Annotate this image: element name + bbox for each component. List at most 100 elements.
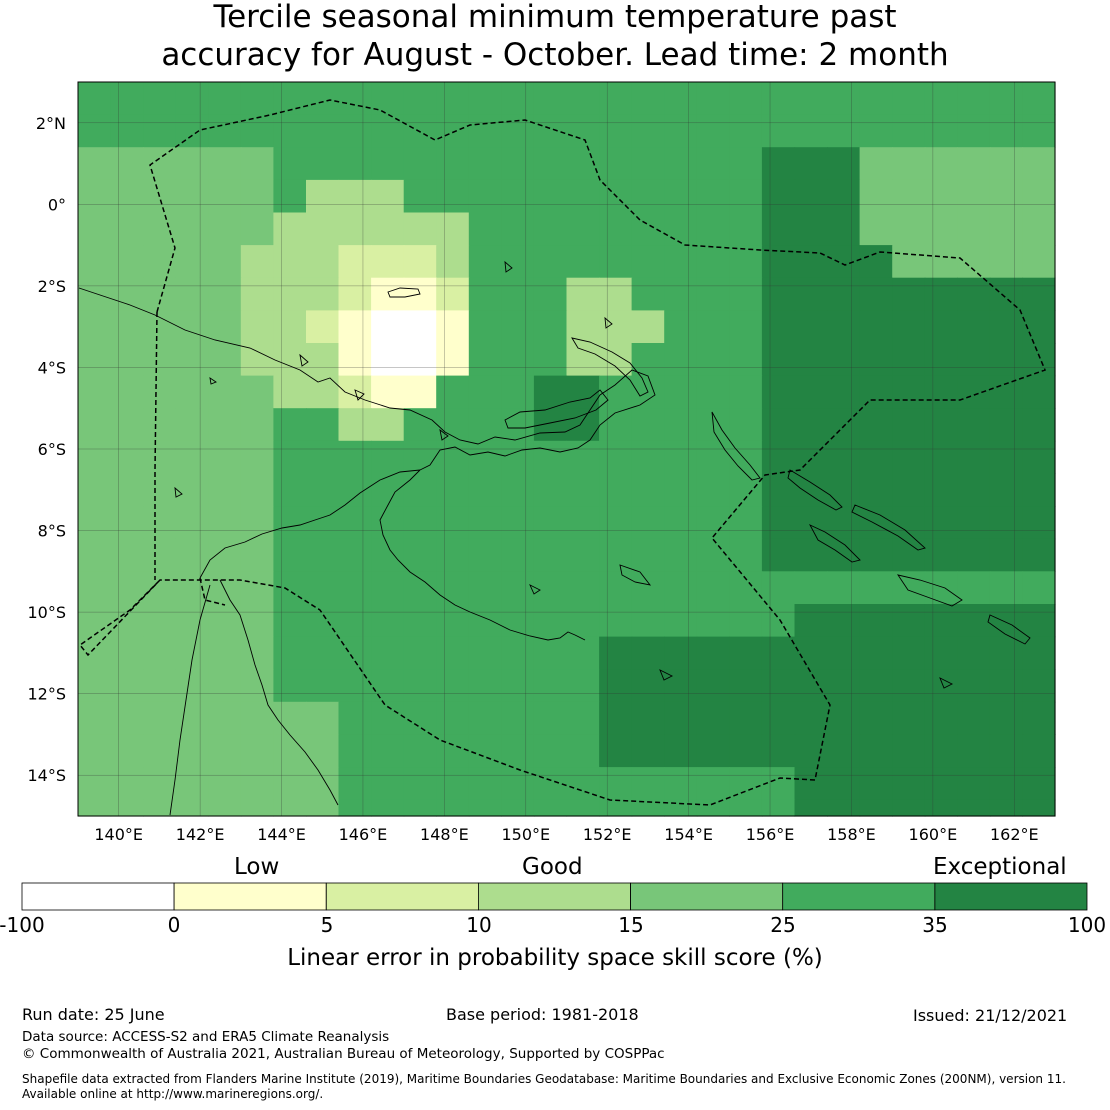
skill-cell — [110, 636, 144, 670]
skill-cell — [533, 538, 568, 572]
skill-cell — [729, 277, 763, 311]
skill-cell — [859, 212, 893, 246]
skill-cell — [240, 277, 274, 311]
skill-cell — [1022, 799, 1056, 817]
skill-cell — [208, 277, 242, 311]
skill-cell — [859, 114, 893, 148]
skill-cell — [240, 343, 274, 377]
skill-cell — [599, 799, 633, 817]
skill-cell — [696, 375, 730, 409]
skill-cell — [631, 179, 665, 214]
colorbar-tick: 5 — [320, 913, 334, 937]
skill-cell — [208, 82, 242, 116]
skill-cell — [957, 767, 991, 801]
skill-cell — [924, 669, 958, 703]
skill-cell — [501, 767, 535, 801]
skill-cell — [761, 473, 796, 507]
skill-cell — [110, 473, 144, 507]
skill-cell — [371, 538, 405, 572]
skill-cell — [306, 408, 340, 442]
skill-cell — [338, 538, 372, 572]
skill-cell — [175, 343, 209, 377]
coastline-islet-1 — [299, 353, 309, 367]
skill-cell — [566, 440, 600, 474]
skill-cell — [696, 343, 730, 377]
coastline-solomon-3 — [808, 524, 861, 563]
skill-cell — [566, 277, 600, 311]
skill-cell — [566, 245, 600, 279]
skill-cell — [468, 179, 502, 214]
skill-cell — [794, 114, 828, 148]
skill-cell — [827, 473, 861, 507]
skill-cell — [468, 669, 502, 703]
skill-cell — [533, 473, 568, 507]
skill-cell — [110, 212, 144, 246]
skill-cell — [989, 701, 1024, 735]
skill-cell — [696, 310, 730, 344]
skill-cell — [729, 701, 763, 735]
skill-cell — [989, 277, 1024, 311]
skill-cell — [143, 506, 177, 540]
skill-cell — [110, 147, 144, 181]
skill-cell — [306, 245, 340, 279]
skill-cell — [892, 506, 926, 540]
skill-cell — [533, 506, 568, 540]
skill-cell — [566, 310, 600, 344]
skill-cell — [892, 636, 926, 670]
skill-cell — [371, 669, 405, 703]
skill-cell — [403, 473, 437, 507]
title-line-1: Tercile seasonal minimum temperature pas… — [213, 0, 897, 35]
skill-cell — [501, 212, 535, 246]
skill-cell — [110, 669, 144, 703]
skill-cell — [143, 310, 177, 344]
skill-cell — [696, 538, 730, 572]
skill-cell — [989, 440, 1024, 474]
skill-cell — [403, 701, 437, 735]
skill-cell — [794, 82, 828, 116]
skill-cell — [501, 506, 535, 540]
skill-cell — [468, 343, 502, 377]
skill-cell — [924, 277, 958, 311]
skill-cell — [403, 147, 437, 181]
skill-cell — [501, 538, 535, 572]
skill-cell — [338, 734, 372, 768]
skill-cell — [989, 343, 1024, 377]
skill-cell — [208, 701, 242, 735]
latitude-tick-labels: 2°N 0° 2°S 4°S 6°S 8°S 10°S 12°S 14°S — [27, 114, 66, 785]
skill-cell — [696, 604, 730, 638]
skill-cell — [110, 82, 144, 116]
colorbar-category-good: Good — [522, 854, 583, 880]
coastline-bougainville — [711, 411, 761, 481]
skill-cell — [436, 343, 470, 377]
skill-cell — [957, 408, 991, 442]
skill-cell — [664, 245, 698, 279]
skill-cell — [175, 245, 209, 279]
skill-cell — [501, 343, 535, 377]
skill-cell — [338, 245, 372, 279]
skill-cell — [273, 767, 307, 801]
skill-cell — [175, 538, 209, 572]
skill-cell — [436, 734, 470, 768]
skill-cell — [143, 343, 177, 377]
skill-cell — [761, 179, 796, 214]
skill-cell — [696, 701, 730, 735]
skill-cell — [761, 506, 796, 540]
skill-cell — [533, 277, 568, 311]
skill-cell — [664, 179, 698, 214]
skill-cell — [338, 147, 372, 181]
coastline-makira — [987, 614, 1031, 645]
map-frame — [77, 81, 1056, 817]
skill-cell — [338, 440, 372, 474]
skill-cell — [403, 375, 437, 409]
colorbar-tick: 25 — [770, 913, 796, 937]
skill-cell — [827, 408, 861, 442]
skill-cell — [761, 343, 796, 377]
skill-cell — [533, 571, 568, 605]
skill-cell — [761, 669, 796, 703]
skill-cell — [859, 767, 893, 801]
colorbar-category-exceptional: Exceptional — [933, 854, 1067, 880]
skill-cell — [631, 767, 665, 801]
skill-cell — [306, 343, 340, 377]
skill-cell — [989, 82, 1024, 116]
skill-cell — [208, 669, 242, 703]
